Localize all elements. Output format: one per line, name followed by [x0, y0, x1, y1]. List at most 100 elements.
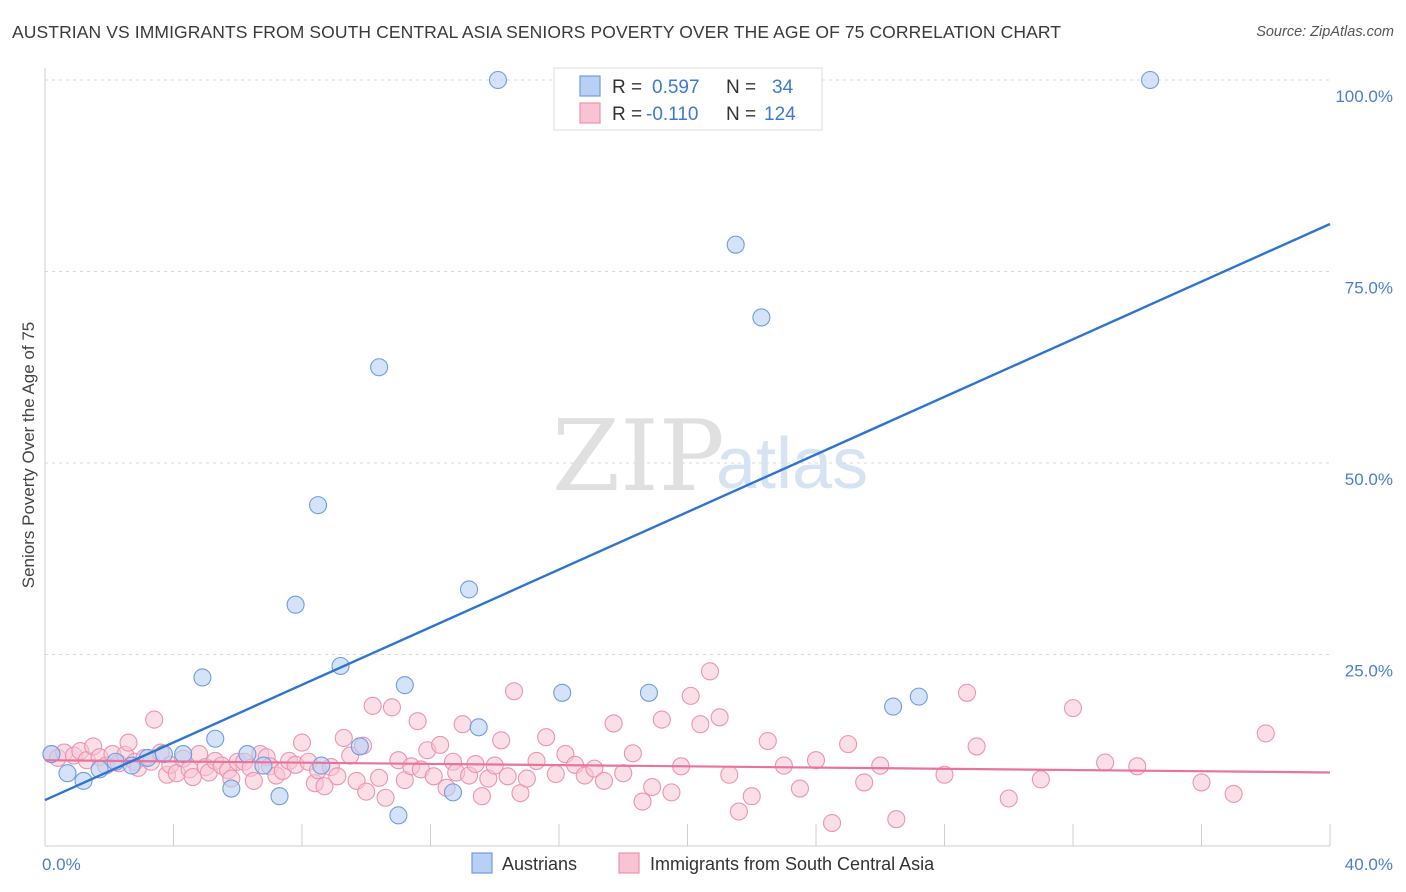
legend-swatch-blue	[579, 75, 601, 97]
blue-point	[309, 496, 328, 515]
pink-point	[119, 733, 138, 752]
tick-labels: 25.0% 50.0% 75.0% 100.0% 0.0% 40.0%	[42, 87, 1393, 874]
legend-r-value-1: 0.597	[652, 77, 700, 98]
legend-n-label-2: N =	[726, 104, 756, 125]
pink-point	[758, 732, 777, 751]
pink-point	[292, 733, 312, 752]
bottom-legend-immigrants: Immigrants from South Central Asia	[650, 854, 935, 874]
pink-point	[839, 735, 858, 754]
blue-point	[270, 787, 289, 806]
pink-point	[424, 767, 443, 786]
legend-swatch-pink	[579, 102, 601, 124]
pink-point	[790, 779, 809, 798]
pink-point	[623, 744, 642, 763]
y-tick-label-75: 75.0%	[1345, 279, 1393, 298]
pink-point	[729, 802, 748, 821]
pink-point	[244, 771, 263, 790]
correlation-legend: R = 0.597 N = 34 R = -0.110 N = 124	[553, 67, 823, 131]
chart-source: Source: ZipAtlas.com	[1256, 24, 1394, 40]
blue-point	[909, 687, 928, 706]
blue-point	[238, 745, 257, 764]
pink-point	[823, 813, 842, 833]
y-tick-label-100: 100.0%	[1335, 87, 1393, 106]
pink-point	[806, 751, 826, 770]
blue-trend-line	[44, 222, 1331, 802]
legend-r-label-2: R =	[612, 104, 642, 125]
pink-point	[633, 792, 652, 811]
pink-point	[431, 735, 450, 754]
pink-point	[453, 715, 472, 734]
pink-point	[742, 787, 761, 806]
pink-point	[594, 771, 614, 790]
pink-series-points	[42, 662, 1275, 833]
pink-point	[408, 712, 427, 731]
legend-n-value-1: 34	[772, 77, 794, 98]
blue-series-points	[42, 70, 1160, 825]
pink-point	[871, 756, 890, 775]
bottom-legend-swatch-blue	[471, 852, 493, 874]
blue-point	[58, 764, 77, 783]
blue-point	[42, 745, 61, 764]
pink-point	[145, 710, 164, 729]
axes	[44, 68, 1331, 847]
grid	[45, 79, 1330, 655]
pink-point	[382, 698, 402, 717]
blue-point	[488, 70, 508, 90]
pink-point	[604, 714, 623, 733]
watermark: ZIP atlas	[552, 400, 868, 514]
blue-point	[553, 683, 572, 702]
blue-point	[350, 737, 369, 756]
series-legend: Austrians Immigrants from South Central …	[471, 852, 935, 874]
pink-point	[700, 662, 720, 681]
blue-point	[884, 697, 903, 716]
x-tick-label-min: 0.0%	[42, 855, 81, 874]
watermark-zip: ZIP	[552, 400, 725, 514]
bottom-legend-swatch-pink	[618, 852, 640, 874]
x-tick-label-max: 40.0%	[1345, 855, 1393, 874]
pink-point	[472, 787, 491, 806]
pink-point	[967, 737, 986, 756]
pink-point	[1128, 757, 1147, 776]
pink-point	[681, 686, 700, 705]
blue-point	[254, 756, 273, 775]
blue-point	[370, 358, 389, 377]
blue-point	[193, 668, 212, 687]
pink-point	[334, 728, 353, 748]
y-tick-label-25: 25.0%	[1345, 662, 1393, 681]
blue-point	[206, 729, 225, 748]
blue-point	[312, 756, 331, 775]
blue-point	[395, 676, 414, 695]
pink-trend-line	[44, 759, 1331, 774]
pink-point	[1192, 773, 1211, 792]
pink-point	[504, 682, 524, 701]
blue-point	[286, 595, 305, 614]
blue-point	[459, 580, 479, 599]
y-axis-label: Seniors Poverty Over the Age of 75	[19, 322, 38, 588]
pink-point	[357, 782, 376, 801]
pink-point	[376, 788, 395, 807]
pink-point	[363, 696, 382, 715]
pink-point	[1096, 753, 1115, 772]
blue-point	[443, 783, 463, 802]
pink-point	[527, 751, 546, 771]
pink-point	[662, 783, 681, 802]
pink-point	[774, 756, 793, 775]
blue-point	[726, 235, 745, 254]
bottom-legend-austrians: Austrians	[502, 854, 577, 874]
pink-point	[1224, 784, 1243, 803]
chart-title: AUSTRIAN VS IMMIGRANTS FROM SOUTH CENTRA…	[12, 22, 1062, 42]
legend-r-value-2: -0.110	[646, 104, 698, 125]
pink-point	[498, 767, 517, 786]
pink-point	[614, 764, 633, 783]
pink-point	[328, 767, 347, 786]
pink-point	[887, 810, 906, 829]
pink-point	[517, 769, 536, 788]
pink-point	[691, 715, 710, 734]
blue-point	[469, 718, 488, 737]
pink-point	[710, 708, 729, 727]
pink-point	[652, 710, 671, 729]
blue-point	[389, 806, 408, 825]
pink-point	[1063, 699, 1083, 718]
pink-point	[643, 777, 662, 797]
